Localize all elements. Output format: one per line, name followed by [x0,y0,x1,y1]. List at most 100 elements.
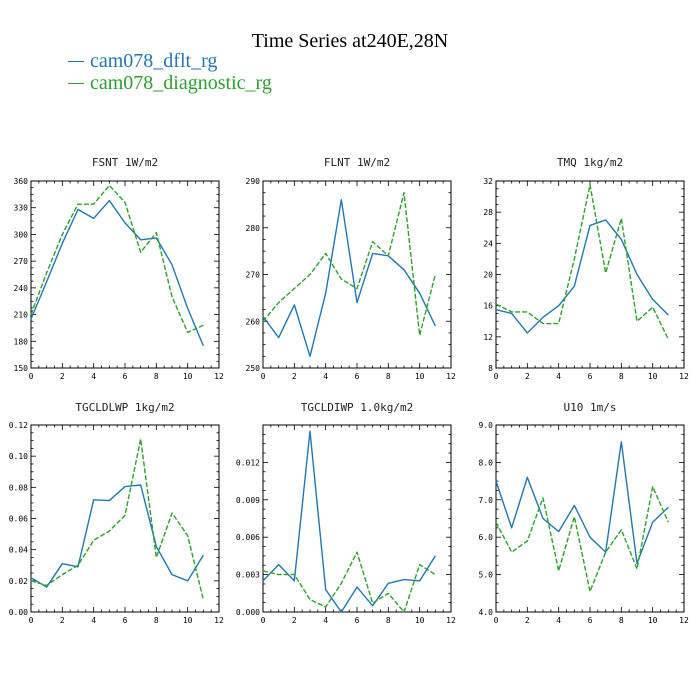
x-tick-label: 8 [154,372,159,381]
panel-6: U10 1m/s 0 2 4 6 8 10 12 4.0 5.0 6.0 7.0 8.0 9.0 [479,401,689,625]
y-tick-label: 4.0 [479,608,494,617]
y-tick-label: 250 [246,364,261,373]
x-tick-label: 8 [386,616,391,625]
y-tick-label: 5.0 [479,571,494,580]
legend-label-diagnostic: cam078_diagnostic_rg [90,72,272,94]
series-line-diagnostic [30,184,204,334]
x-tick-label: 8 [619,616,624,625]
x-tick-label: 6 [355,616,360,625]
x-tick-label: 12 [446,616,456,625]
y-tick-label: 260 [246,317,261,326]
y-tick-label: 300 [14,230,29,239]
x-tick-label: 0 [29,372,34,381]
y-tick-label: 24 [483,239,493,248]
x-tick-label: 2 [525,616,530,625]
legend-label-dflt: cam078_dflt_rg [90,50,218,72]
series-line-diagnostic [262,551,436,613]
y-tick-label: 9.0 [479,421,494,430]
x-tick-label: 12 [214,616,224,625]
x-tick-label: 2 [60,616,65,625]
y-tick-label: 7.0 [479,496,494,505]
legend-item-diagnostic: cam078_diagnostic_rg [68,72,272,95]
x-tick-label: 4 [91,616,96,625]
y-tick-label: 8.0 [479,458,494,467]
y-tick-label: 0.04 [9,546,28,555]
chart-title: Time Series at240E,28N [251,30,449,52]
y-tick-label: 180 [14,337,29,346]
y-tick-label: 32 [483,177,493,186]
series-line-diagnostic [262,191,437,336]
x-tick-label: 4 [91,372,96,381]
y-tick-label: 0.006 [236,533,260,542]
legend-swatch-dflt [68,60,84,62]
panel-title: TGCLDIWP 1.0kg/m2 [301,401,414,414]
x-tick-label: 4 [556,616,561,625]
x-tick-label: 4 [556,372,561,381]
y-tick-label: 12 [483,333,493,342]
plot-frame [30,180,220,369]
y-tick-label: 6.0 [479,533,494,542]
y-tick-label: 28 [483,208,493,217]
panel-2: FLNT 1W/m2 0 2 4 6 8 10 12 250 260 270 280 290 [246,156,456,381]
series-line-diagnostic [30,438,205,600]
x-tick-label: 10 [648,372,658,381]
panel-title: FSNT 1W/m2 [92,156,158,169]
y-tick-label: 0.02 [9,577,28,586]
y-tick-label: 330 [14,204,29,213]
x-tick-label: 12 [214,372,224,381]
y-tick-label: 0.06 [9,515,28,524]
y-tick-label: 210 [14,311,29,320]
panel-5: TGCLDIWP 1.0kg/m2 0 2 4 6 8 10 12 0.000 0.003 0.00… [236,401,456,625]
panel-title: FLNT 1W/m2 [324,156,390,169]
x-tick-label: 6 [355,372,360,381]
x-tick-label: 12 [446,372,456,381]
x-tick-label: 10 [183,372,193,381]
x-tick-label: 12 [679,372,689,381]
x-tick-label: 0 [261,372,266,381]
y-tick-label: 16 [483,302,493,311]
x-tick-label: 12 [679,616,689,625]
y-tick-label: 270 [14,257,29,266]
y-tick-label: 0.10 [9,452,28,461]
x-tick-label: 4 [323,616,328,625]
plot-frame [30,424,220,613]
x-tick-label: 2 [292,616,297,625]
y-tick-label: 0.009 [236,496,260,505]
y-tick-label: 8 [488,364,493,373]
series-line-dflt [30,484,204,588]
x-tick-label: 6 [588,372,593,381]
series-line-diagnostic [495,184,669,340]
x-tick-label: 10 [648,616,658,625]
y-tick-label: 0.00 [9,608,28,617]
series-line-dflt [262,430,436,613]
x-tick-label: 6 [588,616,593,625]
panel-title: U10 1m/s [564,401,617,414]
y-tick-label: 150 [14,364,29,373]
x-tick-label: 8 [386,372,391,381]
y-tick-label: 280 [246,224,261,233]
y-tick-label: 0.012 [236,458,260,467]
x-tick-label: 0 [261,616,266,625]
plot-frame [262,424,452,613]
legend-swatch-diagnostic [68,82,84,84]
x-tick-label: 0 [494,372,499,381]
x-tick-label: 10 [415,616,425,625]
x-tick-label: 0 [494,616,499,625]
panel-4: TGCLDLWP 1kg/m2 0 2 4 6 8 10 12 0.00 0.02 0.04 0.06… [9,401,224,625]
x-tick-label: 6 [123,372,128,381]
y-tick-label: 240 [14,284,29,293]
y-tick-label: 0.000 [236,608,260,617]
legend-item-dflt: cam078_dflt_rg [68,50,217,73]
y-tick-label: 270 [246,271,261,280]
y-tick-label: 0.12 [9,421,28,430]
x-tick-label: 4 [323,372,328,381]
x-tick-label: 10 [415,372,425,381]
x-tick-label: 8 [619,372,624,381]
panel-1: FSNT 1W/m2 0 2 4 6 8 10 12 150 180 210 240 270 300 330… [14,156,224,381]
x-tick-label: 2 [292,372,297,381]
panel-title: TMQ 1kg/m2 [557,156,623,169]
series-line-dflt [262,198,436,358]
y-tick-label: 20 [483,271,493,280]
